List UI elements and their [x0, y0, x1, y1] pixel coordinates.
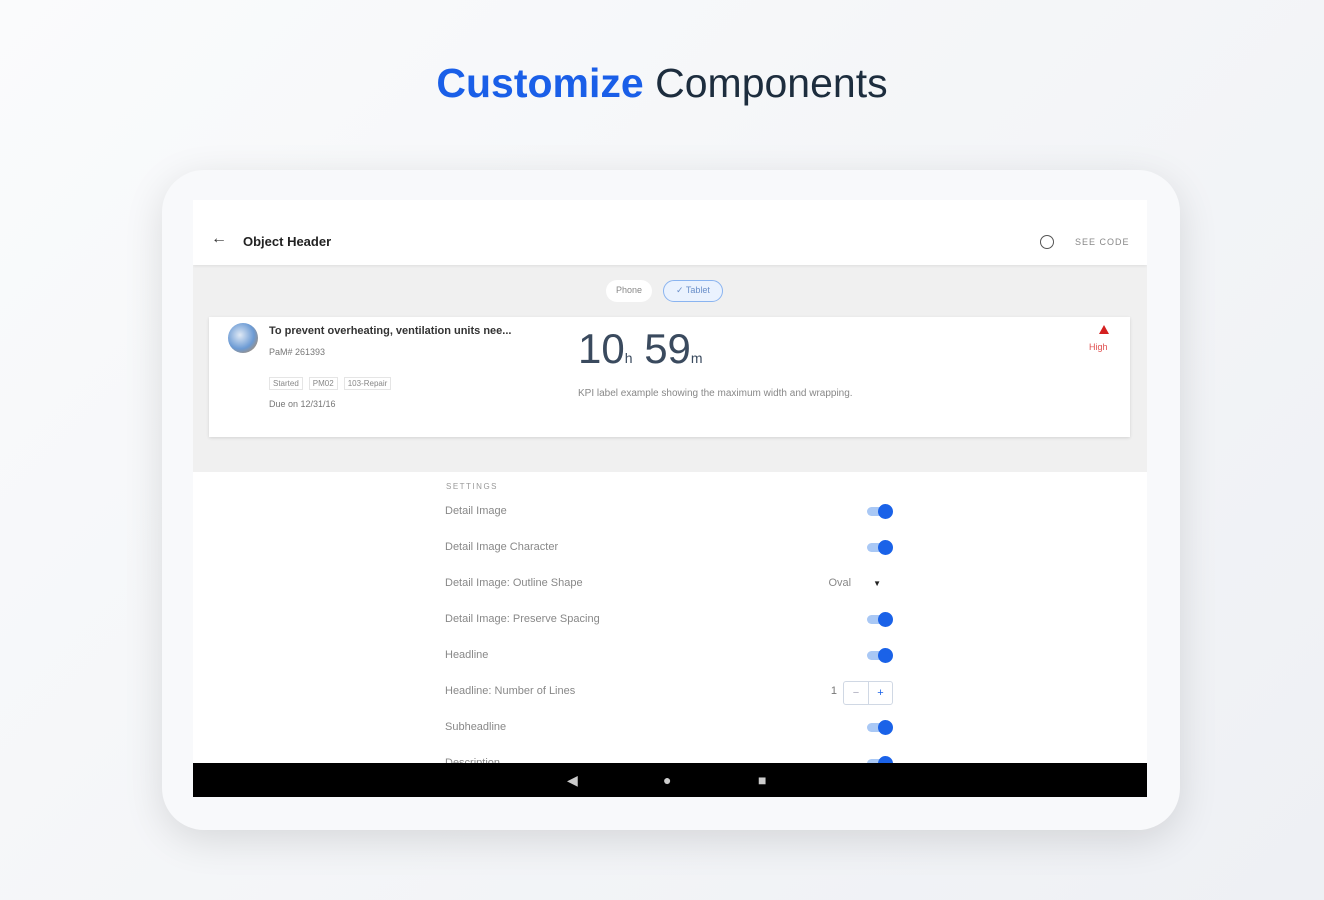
tag: 103-Repair	[343, 377, 392, 390]
check-icon: ✓	[676, 285, 686, 295]
setting-headline-lines: Headline: Number of Lines 1− +	[445, 681, 893, 705]
setting-subheadline: Subheadline	[445, 718, 893, 738]
arrow-left-icon[interactable]: ←	[211, 230, 227, 247]
toggle-switch[interactable]	[867, 504, 893, 519]
nav-home-icon[interactable]: ●	[663, 772, 672, 788]
nav-back-icon[interactable]: ◀	[567, 772, 578, 788]
setting-detail-image: Detail Image	[445, 502, 893, 522]
dropdown-arrow-icon: ▼	[873, 579, 881, 588]
segment-tablet[interactable]: ✓ Tablet	[663, 280, 723, 302]
detail-image	[228, 323, 258, 353]
app-bar: ← Object Header SEE CODE	[193, 200, 1147, 265]
nav-recents-icon[interactable]: ■	[758, 772, 767, 788]
toggle-switch[interactable]	[867, 648, 893, 663]
tag: PM02	[308, 377, 338, 390]
kpi-label: KPI label example showing the maximum wi…	[578, 388, 853, 399]
info-icon[interactable]	[1040, 235, 1054, 249]
tag: Started	[269, 377, 303, 390]
tablet-screen: ← Object Header SEE CODE Phone ✓ Tablet …	[193, 200, 1147, 797]
tags: Started PM02 103-Repair	[269, 377, 392, 390]
app-title: Object Header	[243, 234, 332, 249]
setting-outline-shape: Detail Image: Outline Shape Oval ▼	[445, 577, 881, 589]
subheadline: PaM# 261393	[269, 347, 326, 357]
see-code-button[interactable]: SEE CODE	[1075, 237, 1130, 247]
setting-headline: Headline	[445, 646, 893, 666]
toggle-switch[interactable]	[867, 720, 893, 735]
settings-header: SETTINGS	[446, 482, 499, 491]
setting-detail-image-character: Detail Image Character	[445, 538, 893, 558]
outline-shape-dropdown[interactable]: Oval ▼	[828, 577, 881, 589]
due-date: Due on 12/31/16	[269, 399, 336, 409]
plus-button[interactable]: +	[868, 682, 892, 704]
minus-button[interactable]: −	[852, 687, 860, 699]
settings-panel: SETTINGS Detail Image Detail Image Chara…	[193, 472, 1147, 771]
kpi-value: 10h 59m	[578, 325, 703, 372]
priority-warning-icon	[1099, 325, 1109, 334]
toggle-switch[interactable]	[867, 540, 893, 555]
toggle-switch[interactable]	[867, 612, 893, 627]
lines-stepper: − +	[843, 681, 893, 705]
segment-phone[interactable]: Phone	[606, 280, 653, 302]
android-nav-bar: ◀ ● ■	[193, 763, 1147, 797]
object-header-card: To prevent overheating, ventilation unit…	[209, 317, 1130, 437]
page-title: Customize Components	[436, 60, 888, 106]
setting-preserve-spacing: Detail Image: Preserve Spacing	[445, 610, 893, 630]
headline: To prevent overheating, ventilation unit…	[269, 325, 512, 337]
priority-label: High	[1089, 342, 1108, 352]
